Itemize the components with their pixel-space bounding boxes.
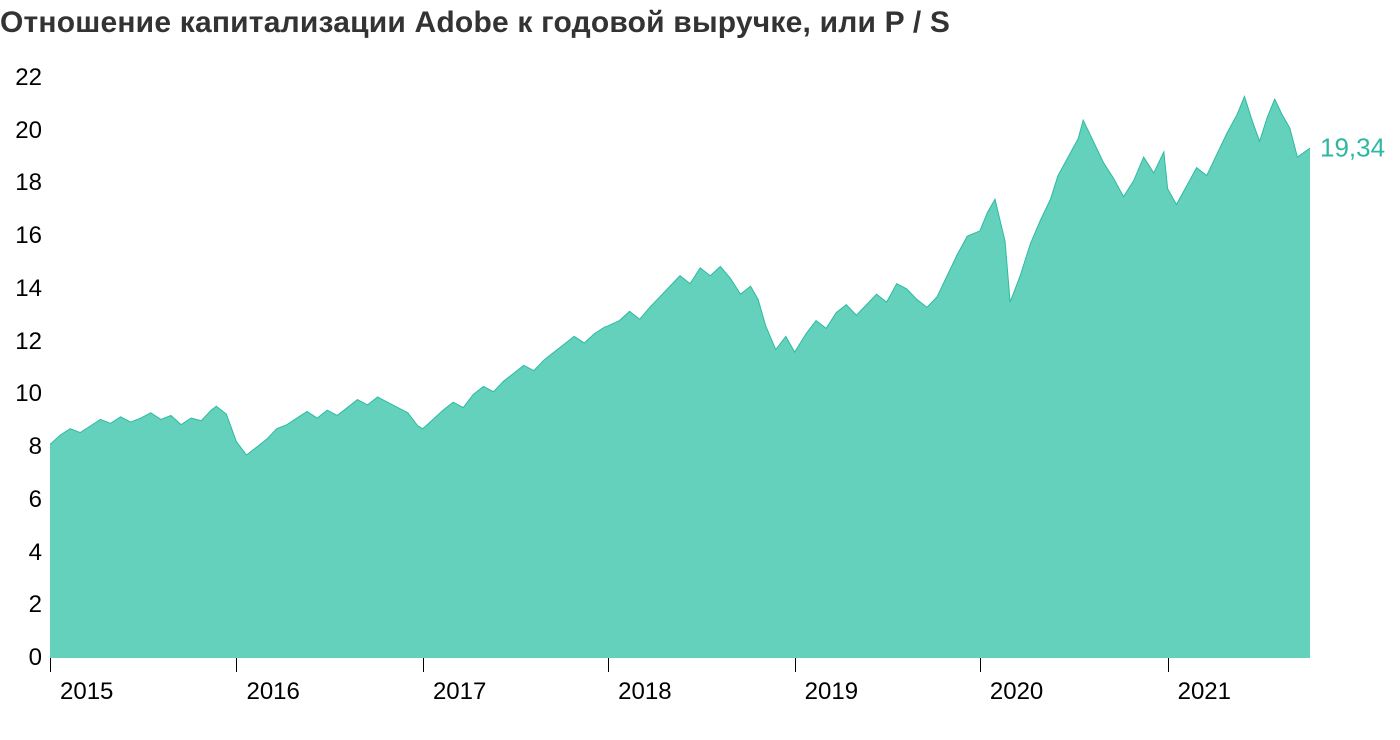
y-tick-label: 16 [15,222,42,250]
x-tick: 2019 [795,658,796,706]
y-tick-label: 20 [15,117,42,145]
y-tick-label: 18 [15,169,42,197]
x-tick: 2020 [980,658,981,706]
x-tick: 2018 [608,658,609,706]
x-tick: 2017 [423,658,424,706]
area-fill [50,96,1310,658]
area-chart [50,78,1310,658]
x-tick: 2021 [1168,658,1169,706]
x-tick-mark [236,658,237,672]
x-tick-mark [795,658,796,672]
x-tick-mark [1168,658,1169,672]
y-tick-label: 22 [15,64,42,92]
x-tick-mark [50,658,51,672]
x-tick-mark [608,658,609,672]
x-tick-mark [980,658,981,672]
y-tick-label: 10 [15,380,42,408]
y-tick-label: 6 [29,486,42,514]
plot-area: 19,34 0246810121416182022201520162017201… [50,78,1310,658]
y-tick-label: 14 [15,275,42,303]
y-tick-label: 4 [29,539,42,567]
y-tick-label: 2 [29,591,42,619]
x-tick-mark [423,658,424,672]
series-end-label: 19,34 [1320,133,1385,164]
chart-title: Отношение капитализации Adobe к годовой … [0,6,950,40]
y-tick-label: 0 [29,644,42,672]
x-tick: 2015 [50,658,51,706]
x-tick: 2016 [236,658,237,706]
y-tick-label: 8 [29,433,42,461]
y-tick-label: 12 [15,328,42,356]
